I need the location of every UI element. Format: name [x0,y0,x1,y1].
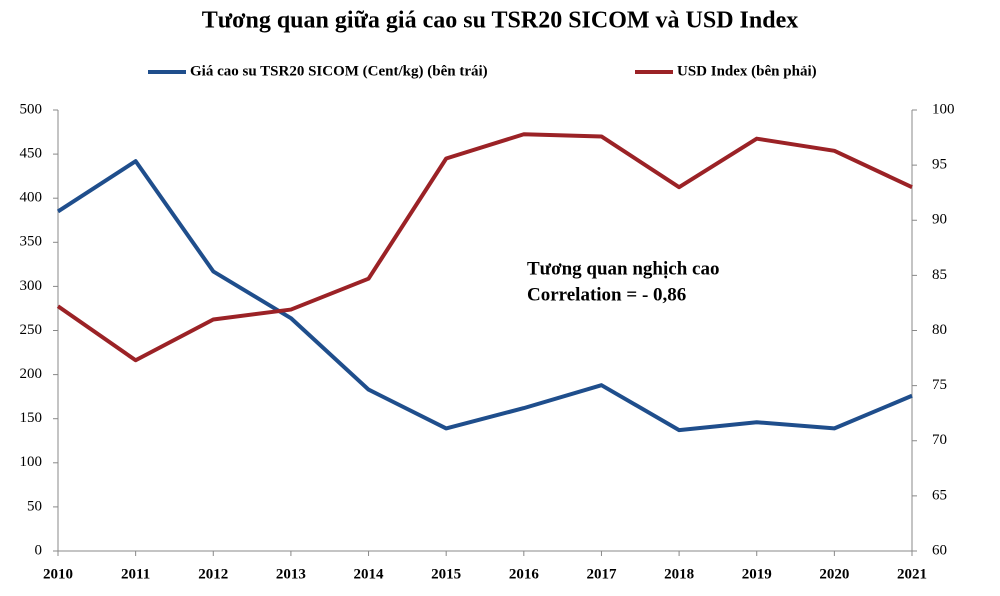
y-tick-label: 200 [20,366,43,382]
y2-tick-label: 90 [932,212,947,228]
line-series [56,159,913,433]
x-tick-label: 2019 [742,566,772,582]
y-tick-label: 150 [20,410,43,426]
y-tick-label: 300 [20,278,43,294]
y-tick-label: 500 [20,101,43,117]
y2-tick-label: 60 [932,542,947,558]
y-tick-label: 400 [20,190,43,206]
y2-tick-label: 80 [932,322,947,338]
x-tick-label: 2016 [509,566,540,582]
x-tick-label: 2018 [664,566,694,582]
x-tick-label: 2010 [43,566,73,582]
chart-title: Tương quan giữa giá cao su TSR20 SICOM v… [202,8,798,34]
line-series [56,132,913,363]
legend-label: USD Index (bên phải) [677,63,817,79]
y2-tick-label: 100 [932,101,955,117]
annotation: Correlation = - 0,86 [527,284,686,305]
x-tick-label: 2020 [819,566,849,582]
y-tick-label: 100 [20,454,43,470]
y2-tick-label: 70 [932,432,947,448]
y-tick-label: 450 [20,146,43,162]
x-tick-label: 2014 [354,566,385,582]
y2-tick-label: 85 [932,267,947,283]
x-tick-label: 2015 [431,566,461,582]
y2-tick-label: 75 [932,377,947,393]
y2-tick-label: 95 [932,157,947,173]
annotation: Tương quan nghịch cao [527,258,719,279]
x-tick-label: 2013 [276,566,306,582]
x-tick-label: 2012 [198,566,228,582]
y2-tick-label: 65 [932,487,947,503]
y-tick-label: 0 [35,542,43,558]
legend-label: Giá cao su TSR20 SICOM (Cent/kg) (bên tr… [190,63,488,79]
x-tick-label: 2021 [897,566,927,582]
y-tick-label: 350 [20,234,43,250]
x-tick-label: 2017 [586,566,617,582]
x-tick-label: 2011 [121,566,150,582]
y-tick-label: 250 [20,322,43,338]
y-tick-label: 50 [27,498,42,514]
